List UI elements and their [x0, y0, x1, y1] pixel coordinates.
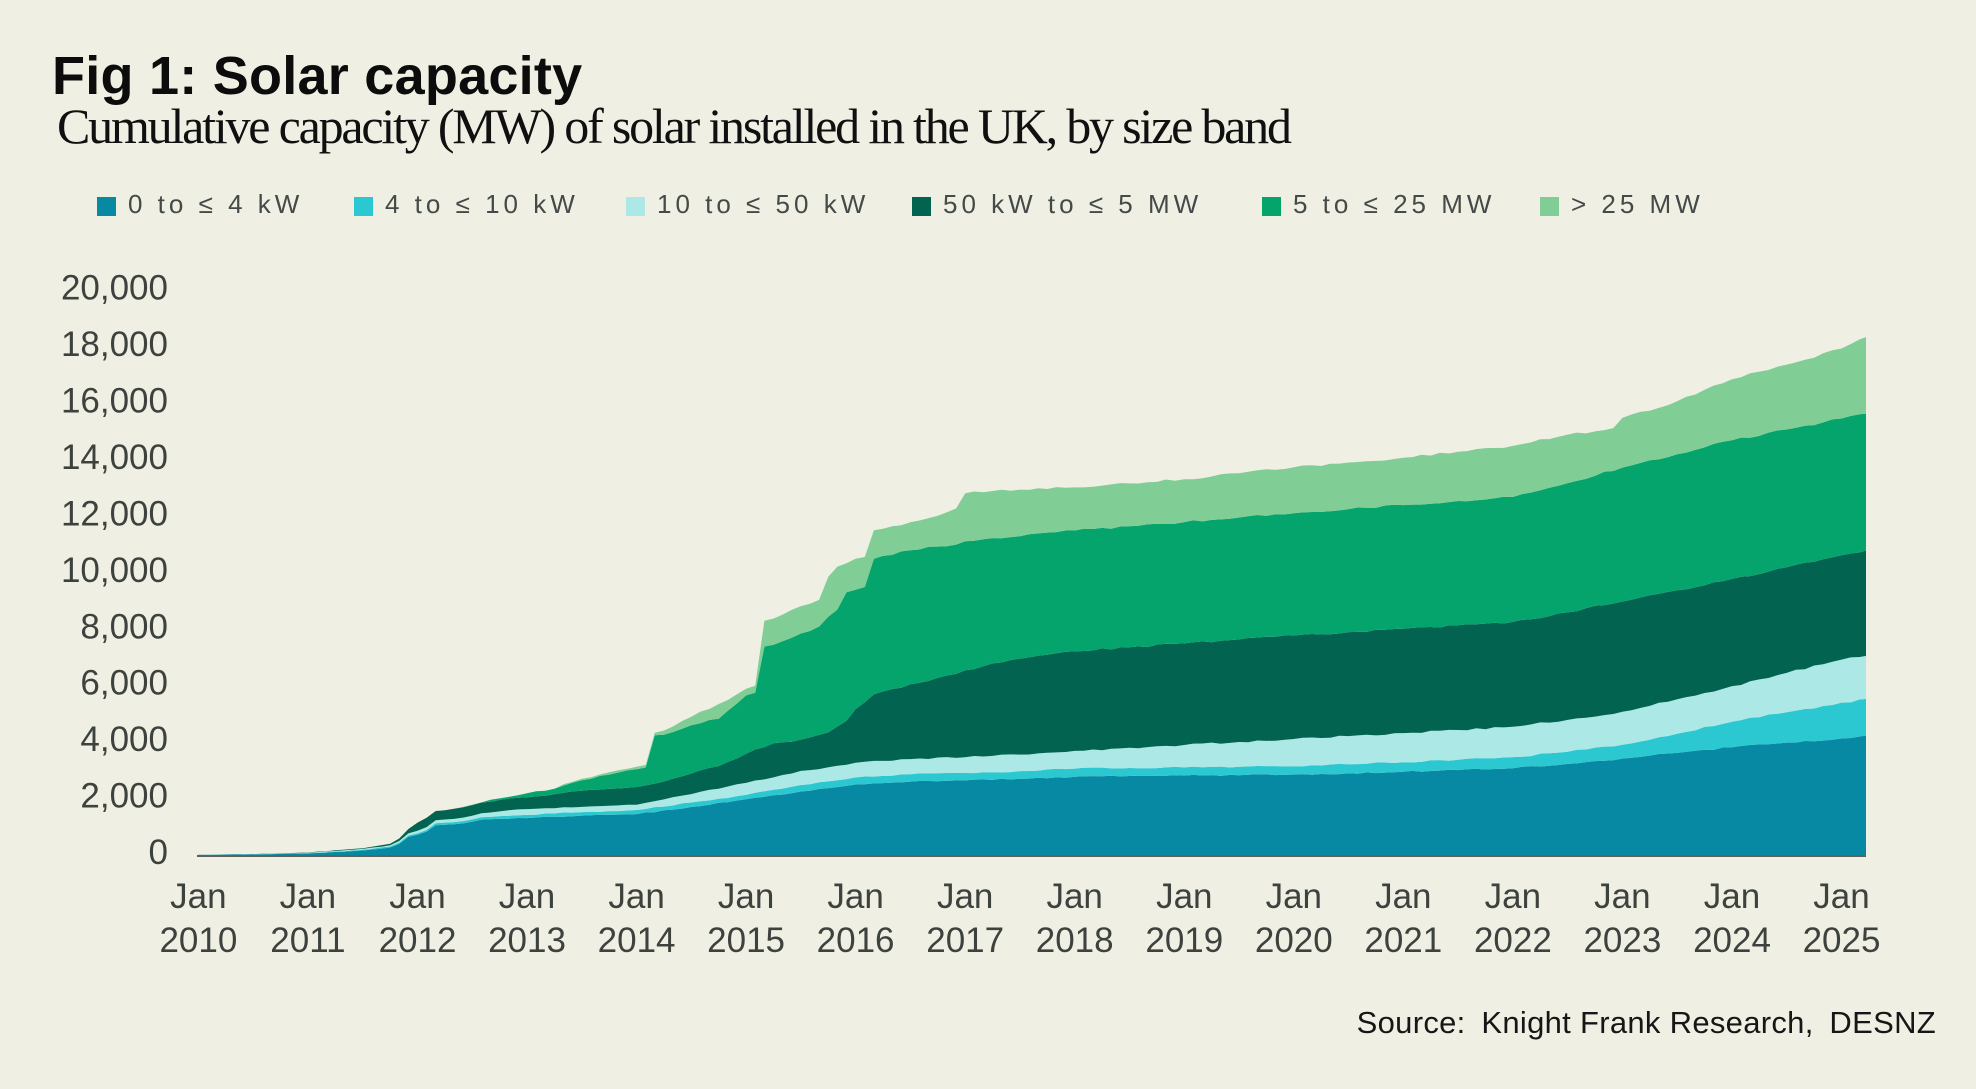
svg-text:10,000: 10,000 — [61, 551, 168, 590]
svg-text:4 to ≤ 10 kW: 4 to ≤ 10 kW — [385, 189, 579, 219]
svg-text:2015: 2015 — [707, 921, 785, 960]
svg-text:2022: 2022 — [1474, 921, 1552, 960]
svg-text:2,000: 2,000 — [80, 777, 168, 816]
svg-text:2021: 2021 — [1364, 921, 1442, 960]
svg-text:Jan: Jan — [937, 877, 993, 916]
svg-text:2010: 2010 — [159, 921, 237, 960]
svg-text:Jan: Jan — [280, 877, 336, 916]
svg-text:Jan: Jan — [608, 877, 664, 916]
svg-text:Jan: Jan — [1485, 877, 1541, 916]
svg-text:> 25 MW: > 25 MW — [1571, 189, 1704, 219]
svg-text:2014: 2014 — [598, 921, 676, 960]
svg-text:18,000: 18,000 — [61, 325, 168, 364]
svg-text:2016: 2016 — [817, 921, 895, 960]
svg-text:Jan: Jan — [1156, 877, 1212, 916]
svg-text:2023: 2023 — [1583, 921, 1661, 960]
svg-text:2011: 2011 — [270, 921, 345, 960]
svg-text:Jan: Jan — [170, 877, 226, 916]
svg-text:0: 0 — [149, 833, 168, 872]
svg-text:2017: 2017 — [926, 921, 1004, 960]
svg-text:50 kW to ≤ 5 MW: 50 kW to ≤ 5 MW — [943, 189, 1202, 219]
svg-text:Source: Knight Frank Research,: Source: Knight Frank Research, DESNZ — [1357, 1005, 1936, 1040]
svg-text:5 to ≤ 25 MW: 5 to ≤ 25 MW — [1293, 189, 1495, 219]
svg-text:8,000: 8,000 — [80, 607, 168, 646]
svg-text:16,000: 16,000 — [61, 382, 168, 421]
svg-text:10 to ≤ 50 kW: 10 to ≤ 50 kW — [657, 189, 869, 219]
svg-text:2024: 2024 — [1693, 921, 1771, 960]
svg-text:Jan: Jan — [827, 877, 883, 916]
svg-text:20,000: 20,000 — [61, 269, 168, 308]
svg-text:Jan: Jan — [1594, 877, 1650, 916]
svg-text:14,000: 14,000 — [61, 438, 168, 477]
svg-text:0 to ≤ 4 kW: 0 to ≤ 4 kW — [128, 189, 303, 219]
svg-text:2020: 2020 — [1255, 921, 1333, 960]
svg-text:Cumulative capacity (MW) of so: Cumulative capacity (MW) of solar instal… — [57, 98, 1292, 154]
svg-text:12,000: 12,000 — [61, 494, 168, 533]
svg-text:Jan: Jan — [1046, 877, 1102, 916]
svg-text:2013: 2013 — [488, 921, 566, 960]
svg-text:Fig 1: Solar capacity: Fig 1: Solar capacity — [52, 46, 582, 106]
svg-text:6,000: 6,000 — [80, 664, 168, 703]
svg-text:2025: 2025 — [1803, 921, 1881, 960]
svg-text:Jan: Jan — [718, 877, 774, 916]
svg-text:2018: 2018 — [1036, 921, 1114, 960]
svg-text:4,000: 4,000 — [80, 720, 168, 759]
svg-text:2012: 2012 — [379, 921, 457, 960]
svg-text:Jan: Jan — [1813, 877, 1869, 916]
svg-text:Jan: Jan — [1375, 877, 1431, 916]
svg-text:2019: 2019 — [1145, 921, 1223, 960]
svg-text:Jan: Jan — [499, 877, 555, 916]
svg-text:Jan: Jan — [1266, 877, 1322, 916]
svg-text:Jan: Jan — [1704, 877, 1760, 916]
svg-text:Jan: Jan — [389, 877, 445, 916]
